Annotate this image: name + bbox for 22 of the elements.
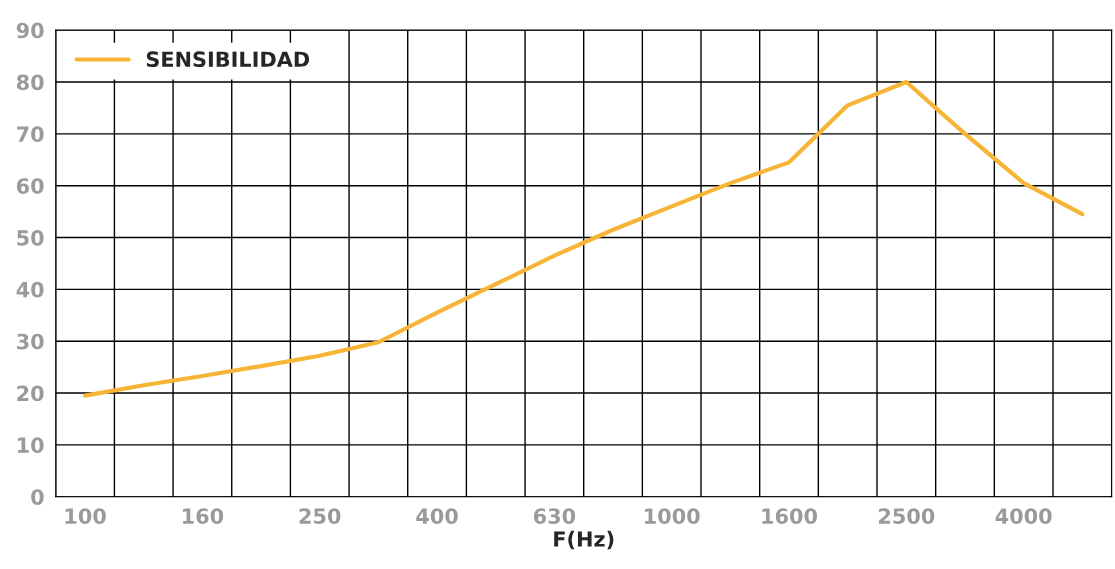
x-tick-label: 250 — [299, 508, 341, 524]
legend-label: SENSIBILIDAD — [146, 51, 310, 68]
x-tick-label: 630 — [533, 508, 576, 524]
y-tick-label: 40 — [16, 281, 44, 298]
y-tick-label: 80 — [16, 74, 44, 91]
y-tick-label: 10 — [18, 437, 44, 454]
y-tick-label: 70 — [17, 126, 44, 143]
x-tick-label: 1600 — [762, 508, 818, 524]
x-tick-label: 4000 — [995, 508, 1052, 524]
y-tick-label: 0 — [31, 489, 44, 505]
line-series — [82, 79, 1085, 398]
y-tick-label: 90 — [16, 22, 44, 39]
y-tick-label: 60 — [16, 178, 44, 194]
y-tick-label: 20 — [17, 385, 44, 402]
x-tick-label: 2500 — [879, 508, 935, 524]
y-tick-label: 30 — [17, 333, 44, 350]
x-axis-title: F(Hz) — [554, 530, 614, 550]
x-tick-label: 160 — [183, 508, 224, 524]
y-tick-label: 50 — [17, 229, 44, 246]
x-tick-label: 1000 — [645, 508, 700, 524]
x-tick-label: 400 — [416, 508, 458, 524]
x-tick-label: 100 — [65, 508, 106, 524]
